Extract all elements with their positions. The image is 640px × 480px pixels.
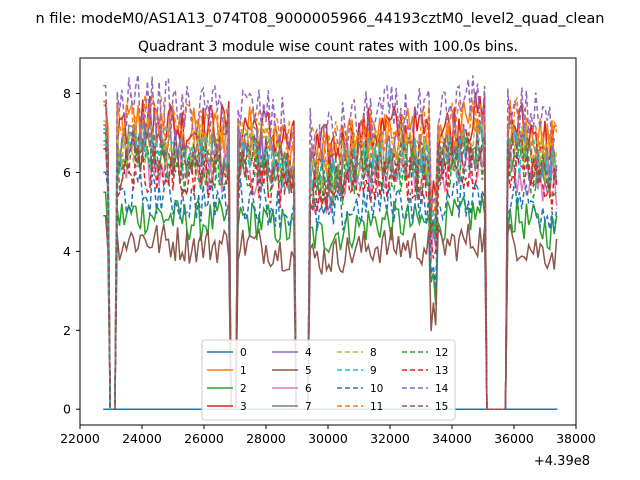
series-line-11 [103,92,558,410]
x-tick-label: 28000 [246,431,286,446]
series-line-14 [103,74,558,410]
y-axis: 0 2 4 6 8 [63,86,80,417]
legend-label-6: 6 [305,383,312,395]
chart-title: Quadrant 3 module wise count rates with … [138,39,518,55]
series-line-13 [103,143,558,410]
legend-label-2: 2 [240,383,247,395]
series-line-2 [103,191,558,410]
x-tick-label: 24000 [122,431,162,446]
x-axis-offset-label: +4.39e8 [534,454,590,469]
figure-suptitle: n file: modeM0/AS1A13_074T08_9000005966_… [36,11,605,27]
x-tick-label: 38000 [556,431,596,446]
legend-label-13: 13 [435,365,448,377]
x-tick-label: 32000 [370,431,410,446]
legend-label-12: 12 [435,347,448,359]
x-tick-label: 34000 [432,431,472,446]
x-axis: 22000 24000 26000 28000 30000 32000 34000 36000… [60,425,596,446]
legend-label-4: 4 [305,347,312,359]
legend-label-11: 11 [370,401,383,413]
y-tick-label: 2 [63,323,71,338]
x-tick-label: 22000 [60,431,100,446]
series-line-15 [103,129,558,410]
x-tick-label: 36000 [494,431,534,446]
x-tick-label: 30000 [308,431,348,446]
x-tick-label: 26000 [184,431,224,446]
legend-label-0: 0 [240,347,247,359]
legend-label-7: 7 [305,401,312,413]
series-line-9 [103,122,558,410]
legend-label-15: 15 [435,401,448,413]
y-tick-label: 8 [63,86,71,101]
y-tick-label: 4 [63,244,71,259]
legend-label-5: 5 [305,365,312,377]
legend-label-10: 10 [370,383,383,395]
y-tick-label: 6 [63,165,71,180]
series-line-5 [103,215,558,410]
legend-label-3: 3 [240,401,247,413]
series-line-10 [103,169,558,410]
legend-label-8: 8 [370,347,377,359]
legend-box [201,339,456,421]
legend-label-9: 9 [370,365,377,377]
series-line-8 [103,114,558,410]
legend-label-14: 14 [435,383,449,395]
legend-label-1: 1 [240,365,247,377]
series-layer [103,74,558,410]
y-tick-label: 0 [63,402,71,417]
